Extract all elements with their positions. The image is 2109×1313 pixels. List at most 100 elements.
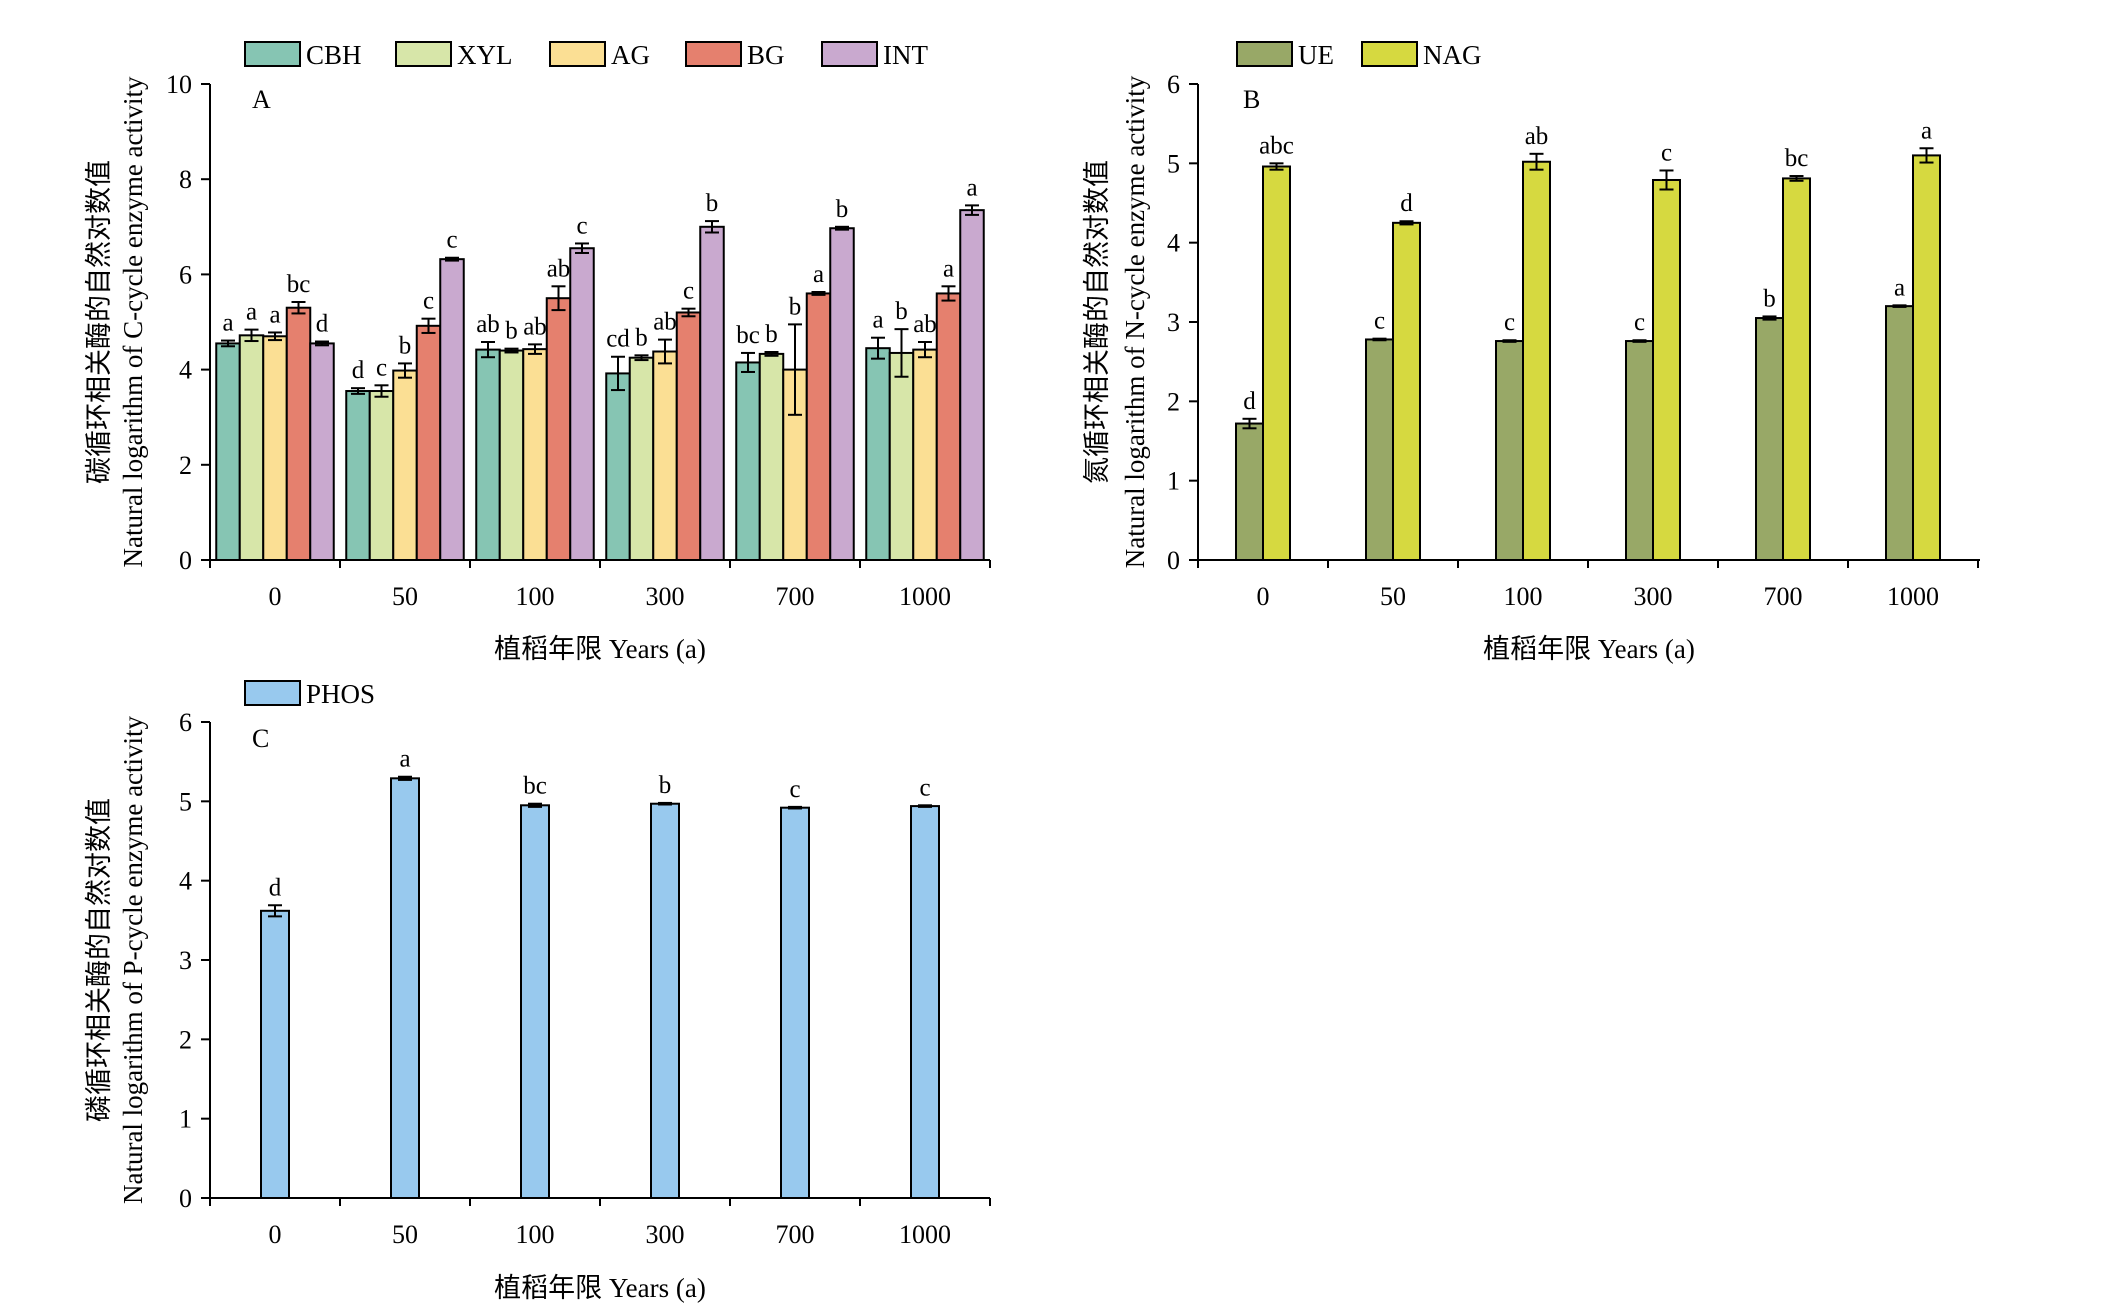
significance-label: a [813,261,824,288]
bar-phos [390,777,420,1199]
x-tick-label: 1000 [899,582,951,611]
y-tick-label: 10 [166,70,192,99]
significance-label: b [895,298,908,325]
bar-ag [652,350,678,561]
x-axis-title: 植稻年限 Years (a) [494,1273,706,1303]
significance-label: ab [913,311,937,338]
legend-swatch-ue [1236,41,1293,67]
significance-label: c [446,227,457,254]
y-tick-label: 1 [1167,467,1180,496]
bar-int [569,247,595,561]
y-axis-title-en: Natural logarithm of P-cycle enzyme acti… [118,715,148,1204]
significance-label: a [399,746,410,773]
bar-cbh [475,348,501,561]
bar-phos [780,806,810,1199]
y-tick-label: 4 [179,356,192,385]
bar-phos [650,802,680,1199]
significance-label: b [635,324,648,351]
significance-label: c [683,278,694,305]
bar-ue [1625,340,1654,562]
significance-label: ab [653,309,677,336]
bar-xyl [758,352,785,561]
chart-panel-b: 0 1 2 3 4 5 6 0 50 100 300 700 1000 植稻年限 Years (a) 氮循环… [1082,40,1980,664]
bar-phos [520,804,550,1199]
significance-label: c [1504,309,1515,336]
legend-label-ue: UE [1298,40,1334,70]
bar-nag [1392,221,1421,561]
legend-swatch-xyl [395,41,452,67]
legend-label-bg: BG [747,40,785,70]
bar-ue [1365,338,1394,561]
bar-bg [675,311,702,562]
x-axis-title: 植稻年限 Years (a) [1483,634,1695,664]
bar-cbh [865,347,891,561]
chart-panel-c: 0 1 2 3 4 5 6 0 50 100 300 700 1000 植稻年限 Years (a) 磷循环… [84,679,991,1303]
legend-swatch-phos [244,680,301,706]
bar-int [309,342,335,562]
bar-bg [805,292,832,561]
bar-ue [1755,317,1784,561]
significance-label: abc [1259,132,1294,159]
bar-xyl [888,351,915,561]
x-tick-label: 0 [269,582,282,611]
bar-int [699,225,725,562]
bar-ue [1235,422,1264,561]
bar-phos [260,909,290,1200]
bar-ag [262,335,288,561]
y-tick-label: 6 [1167,70,1180,99]
bar-int [829,227,855,561]
x-tick-label: 300 [646,582,685,611]
x-tick-label: 300 [1634,582,1673,611]
y-tick-label: 2 [179,451,192,480]
significance-label: b [836,196,849,223]
significance-label: b [1763,285,1776,312]
y-tick-label: 8 [179,165,192,194]
x-axis-title: 植稻年限 Years (a) [494,634,706,664]
bar-ue [1495,340,1524,562]
bar-nag [1782,177,1811,561]
y-tick-label: 4 [179,867,192,896]
legend-swatch-ag [549,41,606,67]
x-tick-label: 0 [1257,582,1270,611]
bar-cbh [215,342,241,562]
x-tick-label: 100 [516,1220,555,1249]
bar-nag [1652,178,1681,561]
significance-label: c [919,774,930,801]
significance-label: ab [476,311,500,338]
y-axis-title-en: Natural logarithm of C-cycle enzyme acti… [118,76,148,568]
y-tick-label: 6 [179,260,192,289]
legend-label-nag: NAG [1423,40,1482,70]
bar-bg [935,292,962,561]
panel-label: B [1243,85,1260,114]
bar-ag [912,348,938,561]
significance-label: c [789,776,800,803]
significance-label: cd [606,326,630,353]
x-tick-label: 50 [392,1220,418,1249]
x-tick-label: 300 [646,1220,685,1249]
significance-label: c [1374,308,1385,335]
y-axis-title-cn: 磷循环相关酶的自然对数值 [84,798,114,1122]
bar-xyl [238,334,265,561]
y-tick-label: 5 [1167,149,1180,178]
x-tick-label: 1000 [899,1220,951,1249]
significance-label: b [659,772,672,799]
legend-swatch-nag [1361,41,1418,67]
panel-label: C [252,724,269,753]
bar-phos [910,805,940,1199]
significance-label: bc [287,271,311,298]
significance-label: c [576,212,587,239]
significance-label: b [706,190,719,217]
legend-swatch-cbh [244,41,301,67]
significance-label: b [399,332,412,359]
bar-cbh [605,372,631,561]
significance-label: c [1634,309,1645,336]
x-tick-label: 50 [1380,582,1406,611]
significance-label: c [423,288,434,315]
y-axis-title-en: Natural logarithm of N-cycle enzyme acti… [1120,75,1150,568]
significance-label: a [1921,117,1932,144]
y-axis-title-cn: 碳循环相关酶的自然对数值 [84,160,114,484]
x-tick-label: 700 [1764,582,1803,611]
significance-label: b [505,318,518,345]
bar-cbh [735,361,761,561]
legend-label-ag: AG [611,40,650,70]
